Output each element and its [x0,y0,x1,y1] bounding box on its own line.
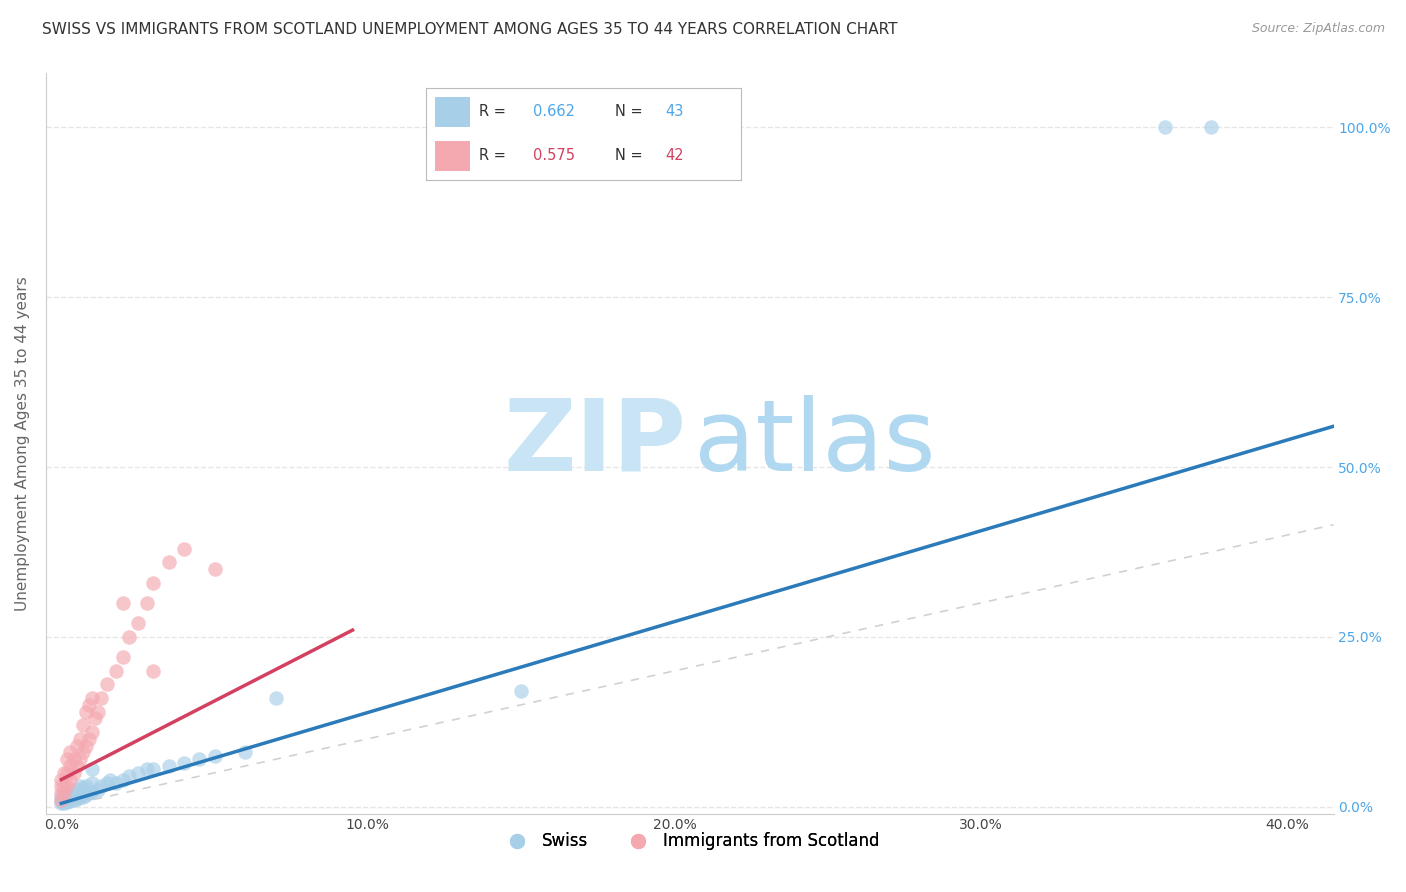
Point [53,793,76,807]
Text: Source: ZipAtlas.com: Source: ZipAtlas.com [1251,22,1385,36]
Point [136,763,159,777]
Point [87,782,110,797]
Text: ZIP: ZIP [503,395,686,491]
Point [51,797,73,811]
Point [204,562,226,576]
Point [173,756,195,770]
Point [62,765,84,780]
Point [59,794,82,808]
Point [56,752,79,766]
Point [510,684,533,698]
Point [66,759,89,773]
Point [75,788,97,802]
Text: atlas: atlas [693,395,935,491]
Point [51,794,73,808]
Text: SWISS VS IMMIGRANTS FROM SCOTLAND UNEMPLOYMENT AMONG AGES 35 TO 44 YEARS CORRELA: SWISS VS IMMIGRANTS FROM SCOTLAND UNEMPL… [42,22,897,37]
Point [56,765,79,780]
Point [62,786,84,800]
Point [69,789,91,804]
Point [51,780,73,794]
Point [142,664,165,678]
Point [136,596,159,610]
Point [77,698,100,712]
Point [62,793,84,807]
Point [53,765,76,780]
Point [105,664,128,678]
Point [80,776,103,790]
Point [59,759,82,773]
Point [80,725,103,739]
Point [157,759,180,773]
Point [118,769,141,783]
Legend: Swiss, Immigrants from Scotland: Swiss, Immigrants from Scotland [494,826,886,857]
Point [56,780,79,794]
Point [90,780,112,794]
Point [53,780,76,794]
Point [96,776,118,790]
Point [111,772,134,787]
Point [51,772,73,787]
Point [98,772,121,787]
Point [51,793,73,807]
Point [69,752,91,766]
Point [66,782,89,797]
Y-axis label: Unemployment Among Ages 35 to 44 years: Unemployment Among Ages 35 to 44 years [15,276,30,611]
Point [72,780,94,795]
Point [51,789,73,804]
Point [72,789,94,804]
Point [75,780,97,794]
Point [1154,120,1177,135]
Point [66,791,89,805]
Point [53,797,76,811]
Point [84,711,107,725]
Point [127,616,149,631]
Point [56,786,79,800]
Point [142,575,165,590]
Point [118,630,141,644]
Point [75,739,97,753]
Point [69,731,91,746]
Point [111,650,134,665]
Point [53,786,76,800]
Point [204,748,226,763]
Point [233,745,256,759]
Point [105,776,128,790]
Point [127,765,149,780]
Point [87,705,110,719]
Point [56,795,79,809]
Point [59,772,82,787]
Point [77,731,100,746]
Point [188,752,211,766]
Point [96,677,118,691]
Point [59,745,82,759]
Point [111,596,134,610]
Point [75,705,97,719]
Point [59,789,82,804]
Point [1199,120,1222,135]
Point [80,691,103,706]
Point [173,541,195,556]
Point [90,691,112,706]
Point [62,752,84,766]
Point [77,786,100,800]
Point [157,555,180,569]
Point [80,785,103,799]
Point [142,763,165,777]
Point [66,739,89,753]
Point [72,745,94,759]
Point [264,691,287,706]
Point [69,780,91,794]
Point [51,786,73,800]
Point [80,763,103,777]
Point [72,718,94,732]
Point [56,791,79,805]
